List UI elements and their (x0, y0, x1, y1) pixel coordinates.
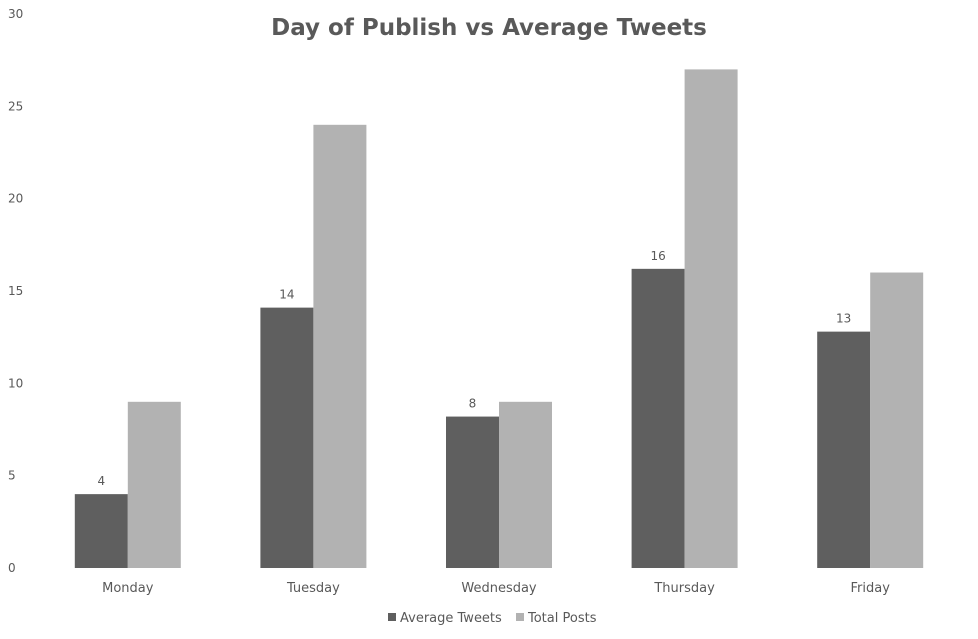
chart-title: Day of Publish vs Average Tweets (271, 15, 707, 41)
x-axis: Monday Tuesday Wednesday Thursday Friday (102, 581, 890, 596)
y-tick-label: 0 (8, 561, 16, 575)
y-axis: 0 5 10 15 20 25 30 (8, 7, 23, 575)
x-tick-label: Wednesday (461, 581, 537, 596)
legend: Average Tweets Total Posts (388, 611, 597, 626)
legend-swatch (516, 613, 524, 621)
legend-label: Average Tweets (400, 611, 502, 626)
data-label: 4 (97, 474, 105, 488)
data-label: 8 (469, 397, 477, 411)
x-tick-label: Tuesday (286, 581, 340, 596)
x-tick-label: Friday (850, 581, 890, 596)
x-tick-label: Thursday (653, 581, 715, 596)
y-tick-label: 10 (8, 376, 23, 390)
y-tick-label: 15 (8, 284, 23, 298)
data-label: 13 (836, 312, 851, 326)
legend-swatch (388, 613, 396, 621)
bar-average-tweets (631, 268, 685, 568)
bar-average-tweets (817, 331, 871, 568)
data-label: 14 (279, 288, 294, 302)
bar-total-posts (499, 401, 552, 568)
bars: 4 14 8 16 13 (74, 69, 924, 569)
data-label: 16 (650, 249, 665, 263)
y-tick-label: 25 (8, 99, 23, 113)
bar-average-tweets (74, 494, 128, 568)
bar-total-posts (127, 401, 181, 568)
x-tick-label: Monday (102, 581, 154, 596)
legend-label: Total Posts (527, 611, 597, 626)
bar-total-posts (684, 69, 738, 569)
bar-average-tweets (446, 416, 499, 568)
bar-total-posts (313, 124, 367, 569)
bar-total-posts (870, 272, 924, 568)
y-tick-label: 5 (8, 469, 16, 483)
y-tick-label: 20 (8, 192, 23, 206)
y-tick-label: 30 (8, 7, 23, 21)
bar-average-tweets (260, 307, 314, 568)
